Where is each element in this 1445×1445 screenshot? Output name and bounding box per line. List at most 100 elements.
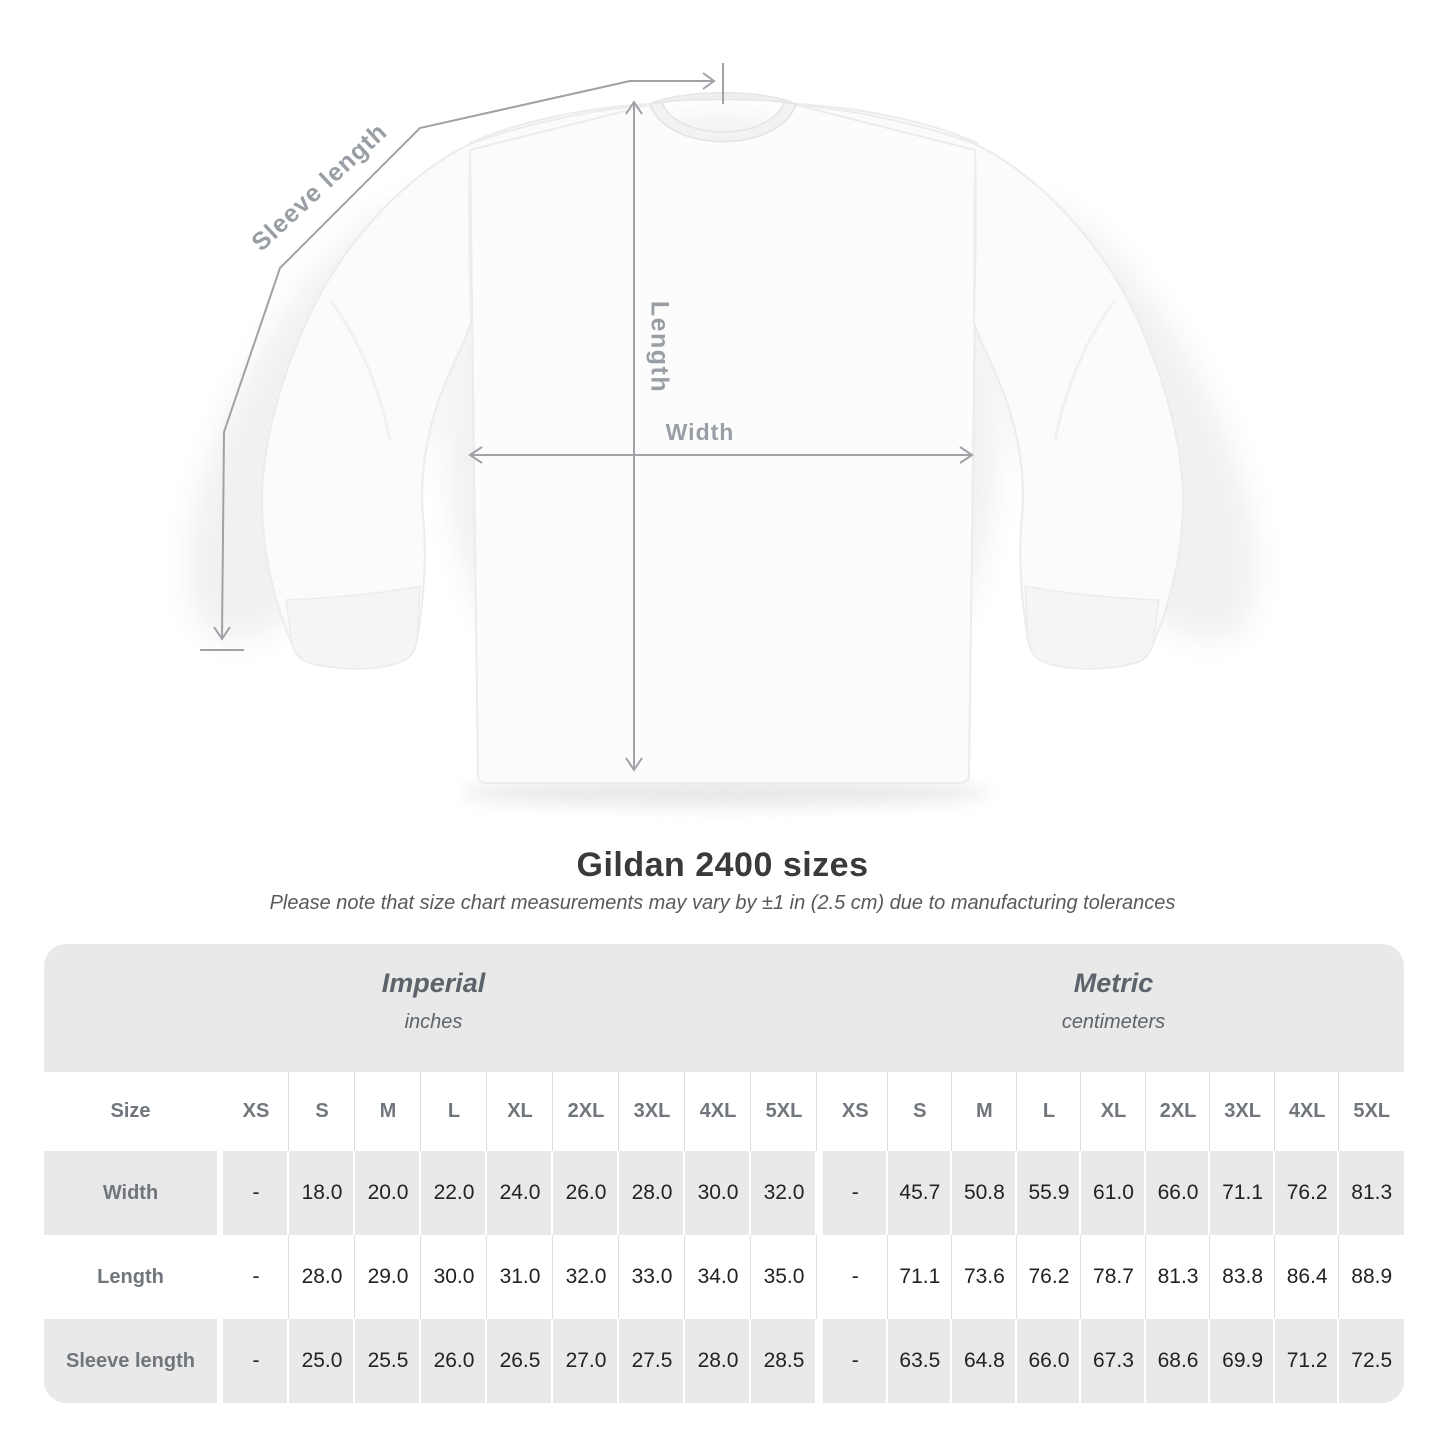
imperial-value-cell: 33.0 — [619, 1235, 685, 1319]
size-col-header: M — [952, 1072, 1017, 1151]
imperial-value-cell: 26.5 — [487, 1319, 553, 1403]
page-subtitle: Please note that size chart measurements… — [269, 892, 1176, 914]
metric-value-cell: 55.9 — [1016, 1151, 1082, 1235]
metric-value-cell: 45.7 — [887, 1151, 953, 1235]
metric-value-cell: 83.8 — [1210, 1235, 1275, 1319]
metric-value-cell: 71.2 — [1274, 1319, 1340, 1403]
metric-value-cell: 71.1 — [888, 1235, 953, 1319]
metric-value-cell: 66.0 — [1145, 1151, 1211, 1235]
imperial-value-cell: 28.5 — [751, 1319, 817, 1403]
size-col-header: 4XL — [685, 1072, 751, 1151]
metric-value-cell: - — [823, 1235, 888, 1319]
size-col-header: XS — [223, 1072, 289, 1151]
metric-value-cell: 68.6 — [1145, 1319, 1211, 1403]
imperial-value-cell: 24.0 — [487, 1151, 553, 1235]
measurement-row: Length -28.0 29.0 30.0 31.0 32.0 33.0 34.0 35.0-… — [44, 1235, 1404, 1319]
imperial-value-cell: 32.0 — [553, 1235, 619, 1319]
width-annotation — [468, 446, 974, 464]
unit-header-band: Imperial inches Metric centimeters — [44, 944, 1404, 1072]
measurement-rows: Width -18.0 20.0 22.0 24.0 26.0 28.0 30.0 32.0-4… — [44, 1151, 1404, 1403]
imperial-value-cell: 26.0 — [553, 1151, 619, 1235]
metric-value-cell: 66.0 — [1016, 1319, 1082, 1403]
metric-value-cell: 50.8 — [952, 1151, 1017, 1235]
sleeve-length-measure-line — [221, 80, 631, 639]
metric-heading: Metric — [1073, 968, 1154, 998]
imperial-value-cell: 22.0 — [421, 1151, 487, 1235]
imperial-value-cell: 28.0 — [685, 1319, 751, 1403]
size-col-header: XL — [487, 1072, 553, 1151]
metric-value-cell: 67.3 — [1081, 1319, 1146, 1403]
imperial-value-cell: 25.0 — [289, 1319, 355, 1403]
unit-group-imperial: Imperial inches — [44, 944, 823, 1072]
size-col-header: L — [1017, 1072, 1082, 1151]
imperial-value-cell: 30.0 — [421, 1235, 487, 1319]
length-arrowhead-down — [625, 757, 643, 772]
size-header-row: Size XS S M L XL 2XL 3XL 4XL 5XL XS S M L XL 2XL 3XL 4XL… — [44, 1072, 1404, 1151]
size-col-header: 4XL — [1275, 1072, 1340, 1151]
row-label: Sleeve length — [44, 1319, 217, 1403]
imperial-value-cell: 30.0 — [685, 1151, 751, 1235]
length-label: Length — [645, 301, 673, 393]
imperial-value-cell: 31.0 — [487, 1235, 553, 1319]
sleeve-length-annotation — [200, 63, 724, 651]
metric-unit-label: centimeters — [1061, 1011, 1166, 1033]
measurement-row: Sleeve length -25.0 25.5 26.0 26.5 27.0 27.5 28… — [44, 1319, 1404, 1403]
metric-value-cell: 88.9 — [1351, 1265, 1393, 1288]
width-arrowhead-right — [959, 446, 974, 464]
width-arrowhead-left — [468, 446, 483, 464]
imperial-value-cell: 27.0 — [553, 1319, 619, 1403]
size-col-header: XS — [823, 1072, 888, 1151]
page-title: Gildan 2400 sizes — [576, 846, 869, 884]
size-col-header: L — [421, 1072, 487, 1151]
size-col-header: 3XL — [619, 1072, 685, 1151]
row-label: Width — [44, 1151, 217, 1235]
metric-value-cell: - — [823, 1151, 888, 1235]
imperial-value-cell: 28.0 — [289, 1235, 355, 1319]
imperial-heading: Imperial — [381, 968, 486, 998]
metric-value-cell: 73.6 — [952, 1235, 1017, 1319]
size-col-header: XL — [1081, 1072, 1146, 1151]
width-label: Width — [666, 419, 735, 445]
size-table: Imperial inches Metric centimeters Size … — [44, 944, 1404, 1403]
metric-value-cell: 76.2 — [1017, 1235, 1082, 1319]
size-col-header: M — [355, 1072, 421, 1151]
size-corner-label: Size — [110, 1100, 151, 1122]
imperial-value-cell: 29.0 — [355, 1235, 421, 1319]
metric-value-cell: - — [823, 1319, 888, 1403]
imperial-value-cell: 26.0 — [421, 1319, 487, 1403]
metric-value-cell: 81.3 — [1146, 1235, 1211, 1319]
size-col-header: 5XL — [751, 1072, 817, 1151]
shirt-size-diagram: Sleeve length Length Width — [187, 63, 1258, 807]
size-col-header: S — [888, 1072, 953, 1151]
shirt-sleeve-left — [260, 104, 650, 670]
imperial-value-cell: - — [223, 1319, 289, 1403]
sleeve-length-arrowhead-right — [702, 72, 716, 90]
sleeve-length-arrowhead-down — [213, 626, 231, 641]
metric-value-cell: 63.5 — [887, 1319, 953, 1403]
measurement-row: Width -18.0 20.0 22.0 24.0 26.0 28.0 30.0 32.0-4… — [44, 1151, 1404, 1235]
length-annotation — [625, 100, 643, 772]
imperial-value-cell: - — [223, 1235, 289, 1319]
size-col-header: S — [289, 1072, 355, 1151]
metric-value-cell: 64.8 — [952, 1319, 1017, 1403]
size-col-header: 2XL — [553, 1072, 619, 1151]
size-col-header: 3XL — [1210, 1072, 1275, 1151]
imperial-value-cell: 18.0 — [289, 1151, 355, 1235]
imperial-value-cell: 34.0 — [685, 1235, 751, 1319]
length-arrowhead-up — [625, 100, 643, 115]
metric-value-cell: 81.3 — [1339, 1151, 1404, 1235]
imperial-unit-label: inches — [404, 1011, 463, 1033]
metric-value-cell: 86.4 — [1275, 1235, 1340, 1319]
imperial-value-cell: - — [223, 1151, 289, 1235]
imperial-value-cell: 32.0 — [751, 1151, 817, 1235]
imperial-value-cell: 27.5 — [619, 1319, 685, 1403]
metric-value-cell: 61.0 — [1081, 1151, 1146, 1235]
size-col-header: 2XL — [1146, 1072, 1211, 1151]
metric-value-cell: 69.9 — [1210, 1319, 1275, 1403]
size-col-header: 5XL — [1353, 1100, 1391, 1122]
metric-value-cell: 72.5 — [1339, 1319, 1404, 1403]
imperial-value-cell: 35.0 — [751, 1235, 817, 1319]
imperial-value-cell: 20.0 — [355, 1151, 421, 1235]
row-label: Length — [97, 1265, 164, 1288]
